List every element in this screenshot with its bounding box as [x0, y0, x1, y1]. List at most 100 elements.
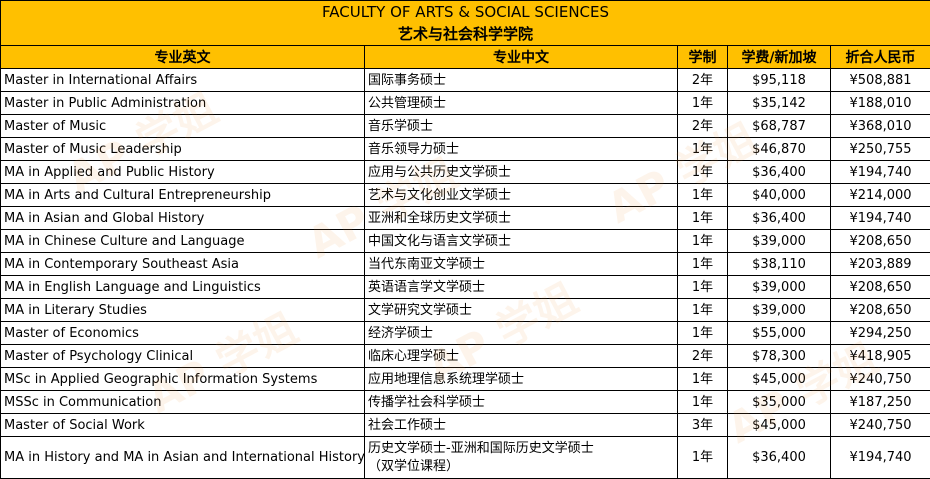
program-name-en: MSSc in Communication	[1, 391, 365, 414]
fee-sgd-cell: $35,142	[728, 92, 831, 115]
faculty-title-zh: 艺术与社会科学学院	[1, 23, 930, 46]
program-name-zh: 社会工作硕士	[365, 414, 678, 437]
program-name-zh: 应用地理信息系统理学硕士	[365, 368, 678, 391]
header-row: 专业英文 专业中文 学制 学费/新加坡 折合人民币	[1, 46, 930, 69]
fee-sgd-cell: $39,000	[728, 230, 831, 253]
program-name-zh: 中国文化与语言文学硕士	[365, 230, 678, 253]
fee-sgd-cell: $68,787	[728, 115, 831, 138]
fee-rmb-cell: ¥418,905	[831, 345, 930, 368]
program-name-zh: 音乐领导力硕士	[365, 138, 678, 161]
header-fee-sgd: 学费/新加坡	[728, 46, 831, 69]
program-name-en: Master in Public Administration	[1, 92, 365, 115]
table-row: MA in Arts and Cultural Entrepreneurship…	[1, 184, 930, 207]
duration-cell: 2年	[678, 345, 728, 368]
program-name-zh: 亚洲和全球历史文学硕士	[365, 207, 678, 230]
duration-cell: 1年	[678, 161, 728, 184]
fee-sgd-cell: $36,400	[728, 161, 831, 184]
program-name-en: Master in International Affairs	[1, 69, 365, 92]
program-name-zh: 传播学社会科学硕士	[365, 391, 678, 414]
fee-sgd-cell: $55,000	[728, 322, 831, 345]
program-name-zh: 当代东南亚文学硕士	[365, 253, 678, 276]
program-name-zh: 英语语言学文学硕士	[365, 276, 678, 299]
fee-rmb-cell: ¥194,740	[831, 437, 930, 479]
fee-rmb-cell: ¥508,881	[831, 69, 930, 92]
fee-rmb-cell: ¥250,755	[831, 138, 930, 161]
fee-rmb-cell: ¥203,889	[831, 253, 930, 276]
duration-cell: 1年	[678, 437, 728, 479]
program-name-en: MA in Chinese Culture and Language	[1, 230, 365, 253]
duration-cell: 1年	[678, 253, 728, 276]
program-name-zh: 文学研究文学硕士	[365, 299, 678, 322]
fee-sgd-cell: $39,000	[728, 276, 831, 299]
program-name-zh-line2: （双学位课程）	[368, 458, 677, 476]
program-name-en: MA in Literary Studies	[1, 299, 365, 322]
fee-sgd-cell: $35,000	[728, 391, 831, 414]
program-name-en: MA in Applied and Public History	[1, 161, 365, 184]
program-name-en: MA in English Language and Linguistics	[1, 276, 365, 299]
fee-sgd-cell: $45,000	[728, 368, 831, 391]
fee-sgd-cell: $95,118	[728, 69, 831, 92]
duration-cell: 1年	[678, 276, 728, 299]
fee-rmb-cell: ¥187,250	[831, 391, 930, 414]
fee-sgd-cell: $36,400	[728, 207, 831, 230]
fee-rmb-cell: ¥368,010	[831, 115, 930, 138]
header-program-en: 专业英文	[1, 46, 365, 69]
duration-cell: 1年	[678, 207, 728, 230]
program-name-en: Master of Economics	[1, 322, 365, 345]
header-program-zh: 专业中文	[365, 46, 678, 69]
program-name-en: Master of Music Leadership	[1, 138, 365, 161]
program-name-zh: 国际事务硕士	[365, 69, 678, 92]
program-name-en: MA in Asian and Global History	[1, 207, 365, 230]
fee-rmb-cell: ¥214,000	[831, 184, 930, 207]
fee-sgd-cell: $78,300	[728, 345, 831, 368]
fee-sgd-cell: $40,000	[728, 184, 831, 207]
faculty-title-en: FACULTY OF ARTS & SOCIAL SCIENCES	[1, 1, 930, 24]
fee-rmb-cell: ¥208,650	[831, 276, 930, 299]
duration-cell: 1年	[678, 391, 728, 414]
duration-cell: 1年	[678, 138, 728, 161]
program-name-en: MA in Contemporary Southeast Asia	[1, 253, 365, 276]
table-row: MSc in Applied Geographic Information Sy…	[1, 368, 930, 391]
fee-sgd-cell: $45,000	[728, 414, 831, 437]
header-duration: 学制	[678, 46, 728, 69]
fee-rmb-cell: ¥240,750	[831, 368, 930, 391]
fee-sgd-cell: $38,110	[728, 253, 831, 276]
program-name-en: Master of Psychology Clinical	[1, 345, 365, 368]
fee-rmb-cell: ¥294,250	[831, 322, 930, 345]
program-name-en: MA in Arts and Cultural Entrepreneurship	[1, 184, 365, 207]
table-row: MA in History and MA in Asian and Intern…	[1, 437, 930, 479]
program-name-zh: 应用与公共历史文学硕士	[365, 161, 678, 184]
fee-sgd-cell: $36,400	[728, 437, 831, 479]
fee-rmb-cell: ¥194,740	[831, 161, 930, 184]
fee-rmb-cell: ¥188,010	[831, 92, 930, 115]
fee-sgd-cell: $39,000	[728, 299, 831, 322]
program-name-zh-line1: 历史文学硕士-亚洲和国际历史文学硕士	[368, 440, 677, 458]
duration-cell: 1年	[678, 322, 728, 345]
fee-sgd-cell: $46,870	[728, 138, 831, 161]
duration-cell: 2年	[678, 69, 728, 92]
fee-rmb-cell: ¥240,750	[831, 414, 930, 437]
fee-rmb-cell: ¥208,650	[831, 299, 930, 322]
duration-cell: 3年	[678, 414, 728, 437]
program-name-zh: 历史文学硕士-亚洲和国际历史文学硕士（双学位课程）	[365, 437, 678, 479]
program-name-zh: 临床心理学硕士	[365, 345, 678, 368]
program-name-en: Master of Social Work	[1, 414, 365, 437]
program-name-zh: 音乐学硕士	[365, 115, 678, 138]
header-fee-rmb: 折合人民币	[831, 46, 930, 69]
duration-cell: 1年	[678, 230, 728, 253]
program-name-zh: 公共管理硕士	[365, 92, 678, 115]
fee-rmb-cell: ¥208,650	[831, 230, 930, 253]
